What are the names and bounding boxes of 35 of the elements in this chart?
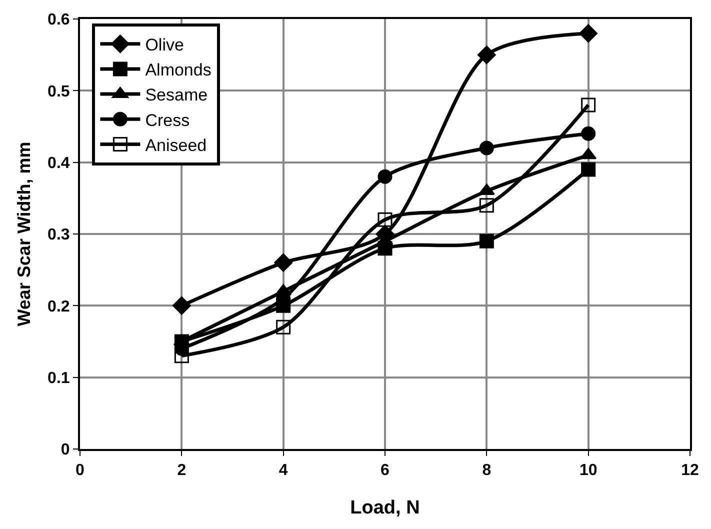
point — [479, 140, 494, 156]
point — [581, 98, 596, 112]
y-tick-label: 0.4 — [48, 154, 70, 172]
point — [172, 296, 191, 315]
legend-label: Almonds — [145, 60, 212, 80]
y-tick-label: 0 — [60, 442, 70, 459]
y-tick-label: 0.6 — [48, 12, 70, 29]
x-axis-title: Load, N — [350, 498, 420, 518]
legend-label: Aniseed — [145, 136, 207, 155]
point — [477, 46, 496, 64]
y-tick-label: 0.5 — [48, 83, 70, 100]
legend-label: Olive — [145, 35, 184, 54]
point — [581, 126, 596, 141]
point — [479, 234, 494, 248]
y-tick-label: 0.3 — [48, 226, 70, 244]
point — [378, 169, 392, 184]
point — [378, 212, 392, 227]
x-tick-label: 0 — [76, 462, 85, 480]
point — [579, 24, 598, 43]
point — [479, 198, 494, 213]
point — [276, 320, 291, 334]
point — [174, 348, 189, 364]
x-tick-label: 4 — [278, 462, 288, 480]
point — [581, 162, 596, 177]
x-tick-label: 6 — [380, 462, 390, 480]
y-tick-label: 0.1 — [48, 370, 70, 387]
x-tick-label: 8 — [482, 462, 492, 480]
x-tick-label: 10 — [579, 462, 598, 480]
legend-label: Cress — [145, 110, 190, 130]
legend-label: Sesame — [145, 86, 208, 105]
y-axis-title: Wear Scar Width, mm — [14, 142, 34, 326]
point — [274, 253, 293, 272]
x-tick-label: 2 — [177, 462, 186, 480]
y-tick-label: 0.2 — [48, 298, 70, 316]
x-tick-label: 12 — [681, 462, 699, 480]
